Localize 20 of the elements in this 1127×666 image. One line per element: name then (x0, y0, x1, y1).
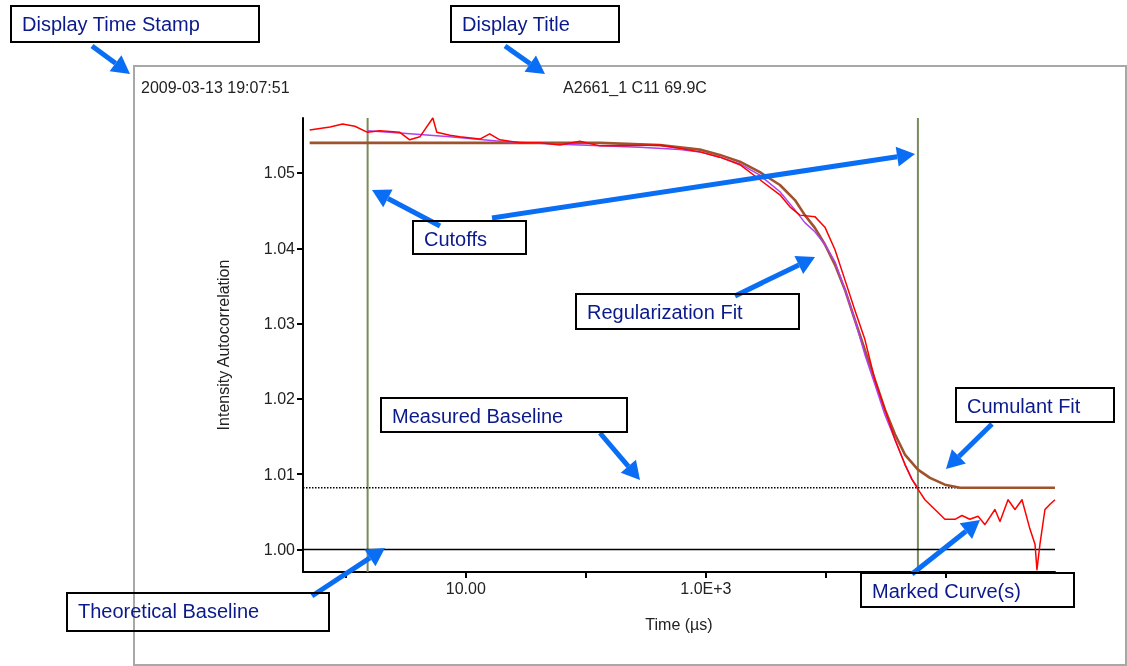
chart-subtitle: 2009-03-13 19:07:51 (141, 78, 290, 96)
y-tick-label: 1.00 (263, 540, 296, 558)
x-axis-title: Time (µs) (645, 615, 713, 633)
annotation: Measured Baseline (380, 397, 628, 433)
annotation: Cumulant Fit (955, 387, 1115, 423)
chart-title: A2661_1 C11 69.9C (563, 78, 707, 97)
text: Display Time Stamp (10, 5, 260, 43)
y-tick-label: 1.04 (263, 239, 296, 257)
x-tick-label: 1.0E+3 (680, 579, 732, 597)
text: Marked Curve(s) (860, 572, 1075, 608)
x-tick-label: 10.00 (445, 579, 486, 597)
y-tick-label: 1.01 (263, 465, 296, 483)
y-tick-label: 1.02 (263, 390, 296, 408)
text: Theoretical Baseline (66, 592, 330, 632)
y-axis-title: Intensity Autocorrelation (214, 259, 232, 431)
text: Display Title (450, 5, 620, 43)
y-tick-label: 1.03 (263, 315, 296, 333)
annotation: Regularization Fit (575, 293, 800, 330)
y-tick-label: 1.05 (263, 164, 296, 182)
annotation: Cutoffs (412, 220, 527, 255)
